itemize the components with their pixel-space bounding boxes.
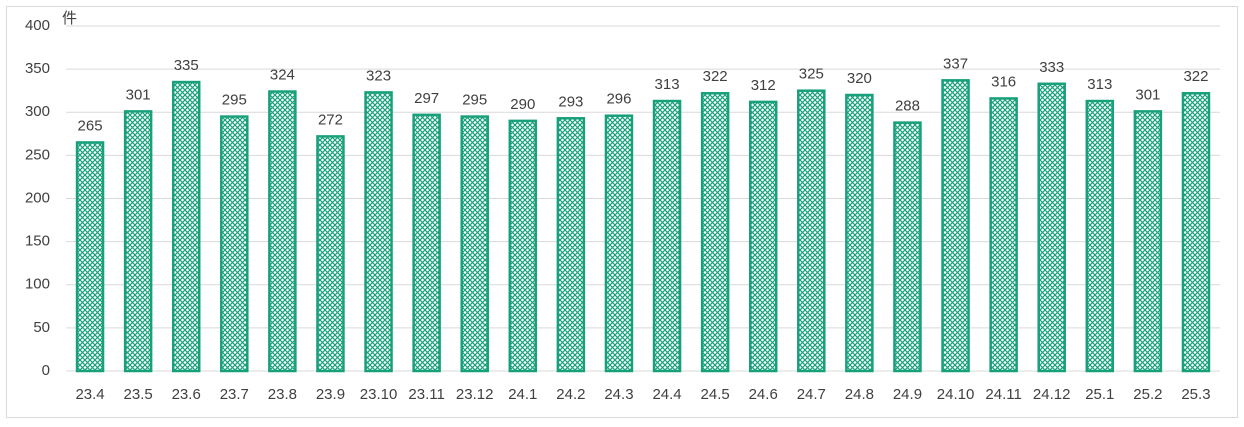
x-tick-label: 23.12 [456,386,494,403]
value-label: 322 [1183,68,1208,85]
value-label: 295 [462,92,487,109]
y-tick-label: 200 [25,189,50,206]
x-tick-label: 24.10 [937,386,975,403]
bar [1181,92,1211,373]
bar [1133,110,1163,373]
x-tick-label: 25.2 [1133,386,1162,403]
x-tick-label: 24.5 [701,386,730,403]
value-label: 313 [655,76,680,93]
value-label: 290 [510,96,535,113]
value-label: 312 [751,77,776,94]
y-tick-label: 250 [25,146,50,163]
value-label: 335 [174,57,199,74]
x-tick-label: 23.6 [172,386,201,403]
x-tick-label: 23.7 [220,386,249,403]
bar [652,99,682,373]
y-tick-label: 50 [33,319,50,336]
x-tick-label: 23.4 [75,386,104,403]
x-tick-label: 24.7 [797,386,826,403]
y-tick-label: 350 [25,60,50,77]
x-tick-label: 24.9 [893,386,922,403]
bar [1037,82,1066,373]
x-tick-label: 23.5 [124,386,153,403]
y-tick-label: 0 [42,362,50,379]
x-tick-label: 25.1 [1085,386,1114,403]
x-tick-label: 24.11 [985,386,1021,403]
bar [893,121,922,373]
bar [220,115,249,373]
value-label: 301 [126,86,151,103]
y-unit-label: 件 [62,10,77,27]
x-tick-label: 25.3 [1181,386,1210,403]
bar [364,91,393,373]
bar [797,89,826,373]
bar [123,110,153,373]
y-tick-label: 400 [25,17,50,34]
value-label: 325 [799,66,824,83]
x-tick-label: 24.12 [1033,386,1071,403]
value-label: 323 [366,67,391,84]
bar [941,79,970,373]
bar [700,92,730,373]
bar [748,100,778,373]
bar [989,97,1018,373]
value-label: 265 [78,117,103,134]
x-tick-label: 23.9 [316,386,345,403]
value-label: 288 [895,98,920,115]
bar [845,93,874,373]
bar [604,114,634,373]
x-tick-label: 24.3 [604,386,633,403]
value-label: 322 [703,68,728,85]
value-label: 324 [270,67,295,84]
x-tick-label: 23.11 [408,386,444,403]
value-label: 301 [1135,86,1160,103]
value-label: 337 [943,55,968,72]
x-tick-label: 23.10 [360,386,398,403]
bar [171,80,201,373]
x-tick-label: 23.8 [268,386,297,403]
x-tick-label: 24.8 [845,386,874,403]
value-label: 297 [414,90,439,107]
value-label: 313 [1087,76,1112,93]
value-label: 316 [991,73,1016,90]
bar [508,119,538,373]
bar [460,115,489,373]
value-label: 293 [558,93,583,110]
x-tick-label: 24.6 [749,386,778,403]
y-tick-label: 300 [25,103,50,120]
value-label: 272 [318,111,343,128]
x-tick-label: 24.2 [556,386,585,403]
value-label: 295 [222,92,247,109]
bar [556,117,586,373]
x-tick-label: 24.4 [652,386,681,403]
bar [268,90,297,373]
bar [75,141,105,373]
value-label: 333 [1039,59,1064,76]
y-tick-label: 150 [25,233,50,250]
bar [412,113,441,373]
y-tick-label: 100 [25,276,50,293]
value-label: 320 [847,70,872,87]
bar [316,135,345,373]
x-tick-label: 24.1 [508,386,537,403]
bar [1085,99,1115,373]
value-label: 296 [606,91,631,108]
